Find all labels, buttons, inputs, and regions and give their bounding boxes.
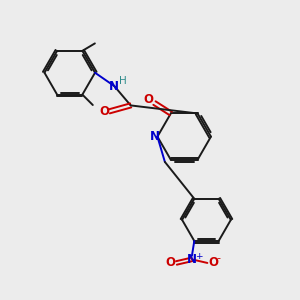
Text: N: N <box>187 253 197 266</box>
Text: -: - <box>217 254 221 263</box>
Text: O: O <box>99 105 109 118</box>
Text: +: + <box>195 252 202 261</box>
Text: O: O <box>143 93 154 106</box>
Text: H: H <box>119 76 127 86</box>
Text: N: N <box>149 130 160 143</box>
Text: N: N <box>109 80 119 93</box>
Text: O: O <box>208 256 218 269</box>
Text: O: O <box>166 256 176 269</box>
